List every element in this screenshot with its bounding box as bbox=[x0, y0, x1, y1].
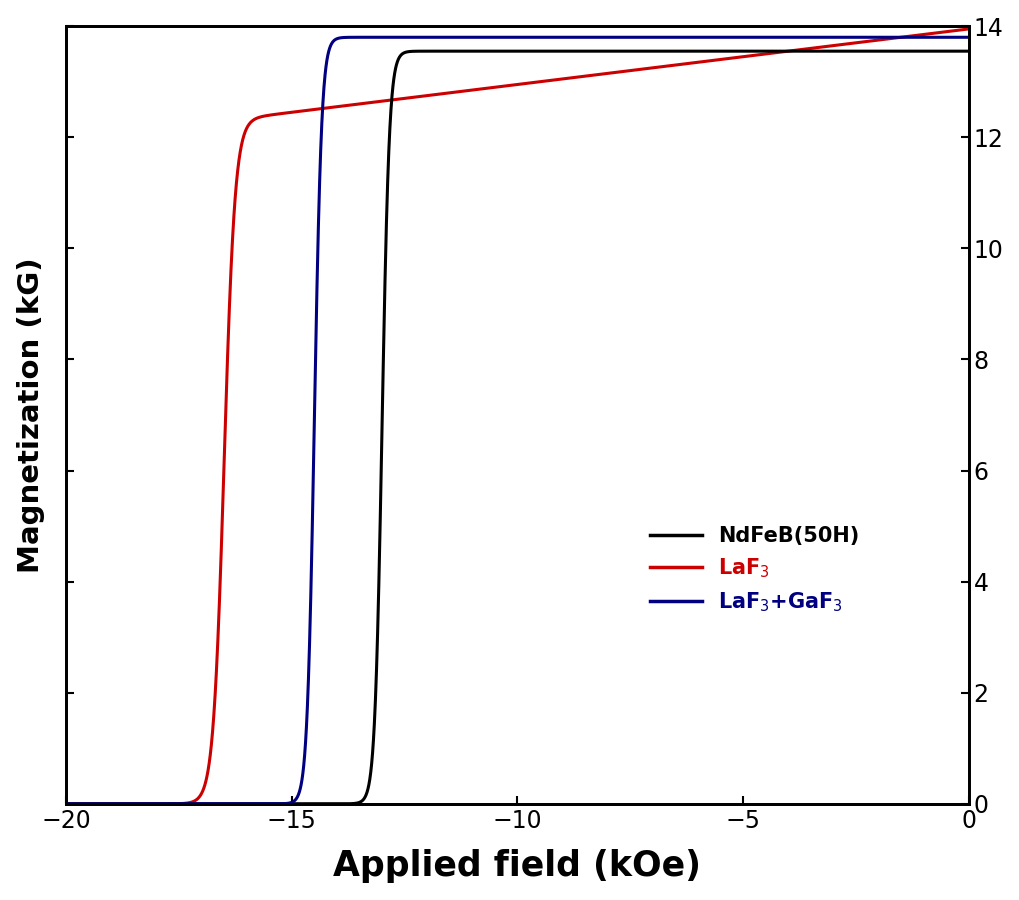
Y-axis label: Magnetization (kG): Magnetization (kG) bbox=[16, 257, 45, 572]
X-axis label: Applied field (kOe): Applied field (kOe) bbox=[333, 850, 701, 883]
Legend: NdFeB(50H), LaF$_3$, LaF$_3$+GaF$_3$: NdFeB(50H), LaF$_3$, LaF$_3$+GaF$_3$ bbox=[641, 518, 867, 622]
